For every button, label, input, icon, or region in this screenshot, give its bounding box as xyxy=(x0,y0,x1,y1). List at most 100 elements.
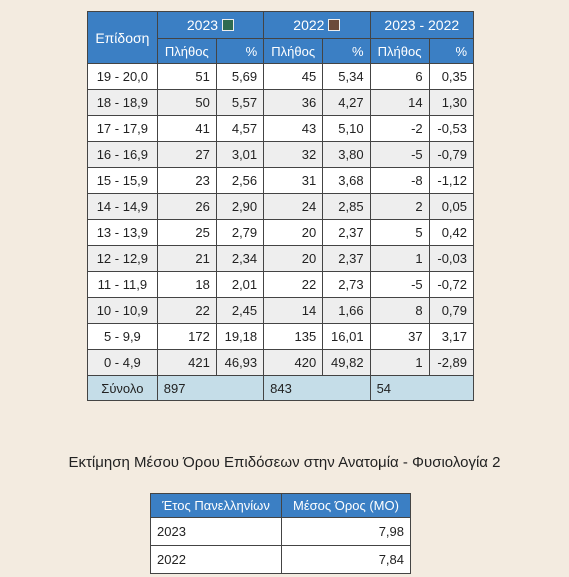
cell-c2022: 20 xyxy=(263,219,324,246)
legend-swatch-2023 xyxy=(222,19,235,31)
table-row: 14 - 14,9 26 2,90 24 2,85 2 0,05 xyxy=(87,193,475,220)
cell-c2022: 36 xyxy=(263,89,324,116)
cell-c2023: 41 xyxy=(156,115,217,142)
cell-pdiff: -0,03 xyxy=(428,245,475,272)
cell-p2022: 5,10 xyxy=(322,115,371,142)
cell-c2023: 25 xyxy=(156,219,217,246)
cell-cdiff: 2 xyxy=(369,193,430,220)
legend-swatch-2022 xyxy=(328,19,341,31)
count-header-2022: Πλήθος xyxy=(263,38,324,64)
table-row: 2022 7,84 xyxy=(150,545,412,574)
cell-p2023: 19,18 xyxy=(215,323,265,350)
cell-c2023: 51 xyxy=(156,63,217,90)
cell-pdiff: -2,89 xyxy=(428,349,475,376)
cell-p2022: 49,82 xyxy=(322,349,371,376)
cell-c2022: 43 xyxy=(263,115,324,142)
cell-c2022: 20 xyxy=(263,245,324,272)
cell-range: 5 - 9,9 xyxy=(87,323,158,350)
cell-c2023: 22 xyxy=(156,297,217,324)
cell-pdiff: 3,17 xyxy=(428,323,475,350)
cell-p2022: 5,34 xyxy=(322,63,371,90)
exam-year-header: Έτος Πανελληνίων xyxy=(150,493,282,518)
pct-header-diff: % xyxy=(428,38,475,64)
cell-year: 2022 xyxy=(150,545,282,574)
cell-p2023: 2,90 xyxy=(215,193,265,220)
pct-header-2023: % xyxy=(215,38,265,64)
cell-range: 17 - 17,9 xyxy=(87,115,158,142)
pct-header-2022: % xyxy=(322,38,371,64)
cell-range: 14 - 14,9 xyxy=(87,193,158,220)
cell-cdiff: -5 xyxy=(369,141,430,168)
cell-p2022: 2,37 xyxy=(322,245,371,272)
cell-range: 10 - 10,9 xyxy=(87,297,158,324)
cell-pdiff: -0,72 xyxy=(428,271,475,298)
cell-range: 11 - 11,9 xyxy=(87,271,158,298)
cell-range: 19 - 20,0 xyxy=(87,63,158,90)
results-table: Επίδοση 2023 2022 2023 - 2022 Πλήθος % Π… xyxy=(87,11,475,401)
cell-c2022: 31 xyxy=(263,167,324,194)
cell-c2022: 22 xyxy=(263,271,324,298)
table-row: 18 - 18,9 50 5,57 36 4,27 14 1,30 xyxy=(87,89,475,116)
cell-p2023: 2,01 xyxy=(215,271,265,298)
cell-range: 18 - 18,9 xyxy=(87,89,158,116)
cell-range: 0 - 4,9 xyxy=(87,349,158,376)
cell-cdiff: 5 xyxy=(369,219,430,246)
cell-pdiff: 1,30 xyxy=(428,89,475,116)
cell-c2023: 421 xyxy=(156,349,217,376)
range-header: Επίδοση xyxy=(87,11,158,64)
cell-cdiff: 14 xyxy=(369,89,430,116)
average-table-body: 2023 7,98 2022 7,84 xyxy=(150,517,412,574)
cell-pdiff: 0,42 xyxy=(428,219,475,246)
cell-c2023: 21 xyxy=(156,245,217,272)
cell-p2022: 2,85 xyxy=(322,193,371,220)
cell-p2022: 4,27 xyxy=(322,89,371,116)
cell-c2022: 24 xyxy=(263,193,324,220)
year-2022-label: 2022 xyxy=(293,17,325,33)
cell-pdiff: 0,79 xyxy=(428,297,475,324)
average-header: Μέσος Όρος (ΜΟ) xyxy=(280,493,412,518)
cell-average: 7,84 xyxy=(280,545,412,574)
count-header-2023: Πλήθος xyxy=(156,38,217,64)
table-row: 2023 7,98 xyxy=(150,517,412,546)
cell-c2023: 50 xyxy=(156,89,217,116)
cell-cdiff: 1 xyxy=(369,245,430,272)
total-count-diff: 54 xyxy=(369,375,475,401)
cell-pdiff: -0,79 xyxy=(428,141,475,168)
cell-range: 16 - 16,9 xyxy=(87,141,158,168)
cell-c2023: 26 xyxy=(156,193,217,220)
cell-p2023: 2,45 xyxy=(215,297,265,324)
cell-cdiff: -2 xyxy=(369,115,430,142)
cell-p2023: 2,79 xyxy=(215,219,265,246)
total-label: Σύνολο xyxy=(87,375,158,401)
cell-p2022: 2,37 xyxy=(322,219,371,246)
table-row: 13 - 13,9 25 2,79 20 2,37 5 0,42 xyxy=(87,219,475,246)
cell-c2023: 27 xyxy=(156,141,217,168)
cell-cdiff: 1 xyxy=(369,349,430,376)
table-row: 15 - 15,9 23 2,56 31 3,68 -8 -1,12 xyxy=(87,167,475,194)
cell-cdiff: 6 xyxy=(369,63,430,90)
cell-c2023: 18 xyxy=(156,271,217,298)
cell-pdiff: -1,12 xyxy=(428,167,475,194)
table-row: 16 - 16,9 27 3,01 32 3,80 -5 -0,79 xyxy=(87,141,475,168)
cell-p2023: 46,93 xyxy=(215,349,265,376)
total-row: Σύνολο 897 843 54 xyxy=(87,375,475,401)
average-estimate-title: Εκτίμηση Μέσου Όρου Επιδόσεων στην Ανατο… xyxy=(68,454,501,471)
table-row: 17 - 17,9 41 4,57 43 5,10 -2 -0,53 xyxy=(87,115,475,142)
total-count-2023: 897 xyxy=(156,375,265,401)
cell-p2022: 1,66 xyxy=(322,297,371,324)
cell-cdiff: -5 xyxy=(369,271,430,298)
cell-cdiff: -8 xyxy=(369,167,430,194)
cell-p2022: 2,73 xyxy=(322,271,371,298)
cell-range: 12 - 12,9 xyxy=(87,245,158,272)
cell-p2023: 2,34 xyxy=(215,245,265,272)
cell-range: 15 - 15,9 xyxy=(87,167,158,194)
cell-range: 13 - 13,9 xyxy=(87,219,158,246)
cell-p2023: 5,57 xyxy=(215,89,265,116)
diff-header: 2023 - 2022 xyxy=(369,11,475,39)
cell-c2023: 172 xyxy=(156,323,217,350)
cell-average: 7,98 xyxy=(280,517,412,546)
cell-pdiff: 0,35 xyxy=(428,63,475,90)
cell-year: 2023 xyxy=(150,517,282,546)
year-2023-header: 2023 xyxy=(156,11,265,39)
cell-cdiff: 8 xyxy=(369,297,430,324)
